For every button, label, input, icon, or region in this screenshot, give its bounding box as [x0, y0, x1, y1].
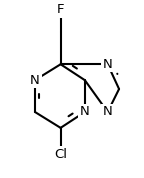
Text: N: N	[103, 58, 112, 71]
Text: N: N	[30, 74, 40, 87]
Text: F: F	[57, 3, 64, 16]
Text: N: N	[80, 105, 90, 119]
Text: N: N	[103, 105, 112, 119]
Text: Cl: Cl	[54, 148, 67, 161]
